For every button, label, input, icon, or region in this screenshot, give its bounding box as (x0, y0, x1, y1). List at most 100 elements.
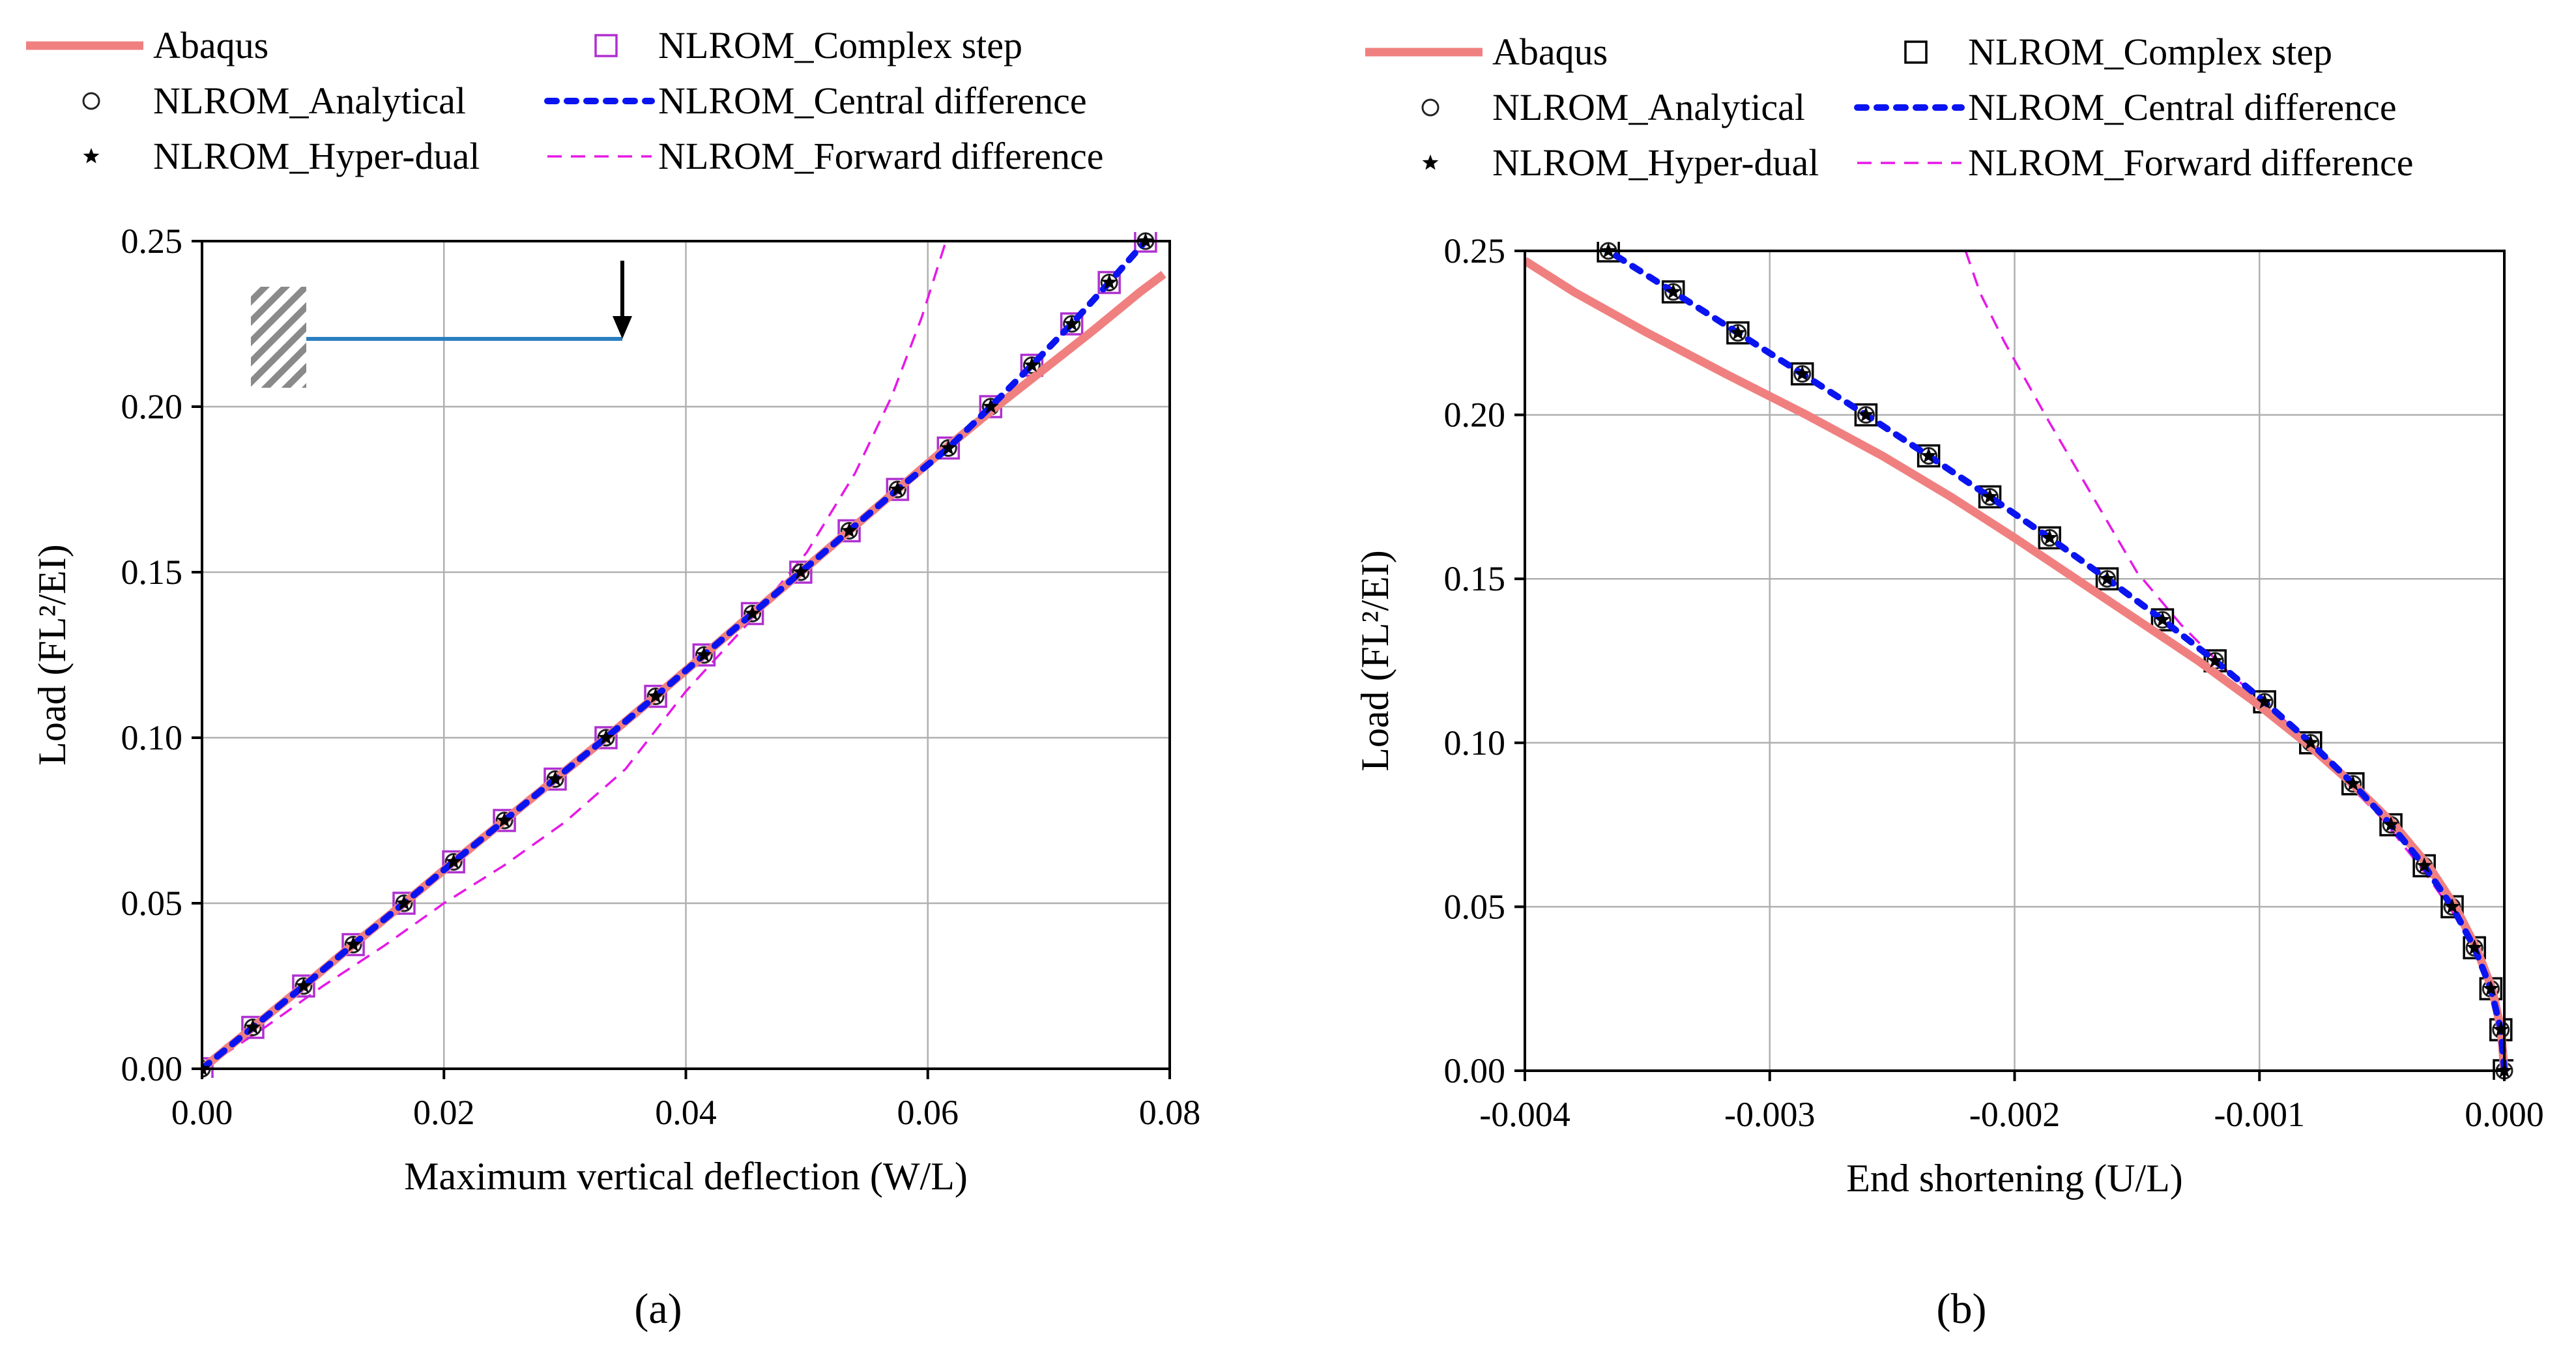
x-tick-label: -0.001 (2214, 1095, 2305, 1134)
hyper-dual-marker (396, 895, 412, 910)
complex-step-marker (2038, 526, 2061, 550)
legend-swatch-complex-step (594, 34, 618, 57)
hyper-dual-marker (1920, 447, 1937, 463)
complex-step-marker (2150, 608, 2175, 631)
y-tick-label: 0.10 (121, 718, 183, 757)
panel-letter: (a) (634, 1285, 682, 1333)
y-axis-label: Load (FL²/EI) (1353, 550, 1397, 772)
x-axis-label: End shortening (U/L) (1846, 1157, 2183, 1200)
hyper-dual-marker (345, 936, 362, 951)
hyper-dual-marker (295, 978, 312, 993)
hyper-dual-marker (2041, 529, 2058, 545)
legend-swatch-complex-step (1904, 40, 1928, 64)
y-axis-label: Load (FL²/EI) (31, 544, 74, 766)
complex-step-marker (392, 892, 416, 915)
hyper-dual-marker (841, 522, 858, 538)
complex-step-marker (2095, 567, 2119, 590)
complex-step-marker (1661, 280, 1685, 304)
complex-step-marker (594, 726, 618, 749)
forward-difference-line (202, 240, 948, 1070)
hyper-dual-marker (1982, 488, 1998, 504)
complex-step-marker (341, 933, 365, 957)
x-tick-label: 0.06 (897, 1093, 959, 1132)
x-tick-label: 0.000 (2465, 1095, 2544, 1134)
hyper-dual-marker (1665, 283, 1682, 299)
hyper-dual-marker (1858, 406, 1874, 422)
hyper-dual-marker (792, 564, 809, 579)
hyper-dual-marker (598, 729, 615, 745)
legend-label-hyper-dual: NLROM_Hyper-dual (1492, 141, 1819, 184)
complex-step-marker (692, 643, 716, 667)
central-difference-line (1605, 248, 2508, 1074)
hyper-dual-marker (940, 439, 957, 455)
x-tick-label: -0.003 (1724, 1095, 1815, 1134)
complex-step-marker (1978, 485, 2002, 509)
complex-step-marker (493, 809, 516, 832)
hyper-dual-marker (2256, 693, 2273, 709)
x-axis-label: Maximum vertical deflection (W/L) (404, 1155, 968, 1198)
hyper-dual-marker (2382, 816, 2399, 832)
cantilever-inset (251, 261, 632, 388)
y-tick-label: 0.10 (1444, 723, 1506, 762)
panel-a: 0.00 0.02 0.04 0.06 0.08 0.00 0.05 0.10 0.15 0.20… (26, 24, 1200, 1333)
hyper-dual-marker (890, 481, 906, 497)
y-tick-label: 0.05 (1444, 887, 1506, 926)
complex-step-marker (789, 560, 813, 584)
complex-step-marker (644, 684, 667, 708)
plot-data (202, 232, 1166, 1078)
complex-step-marker (1854, 403, 1878, 427)
legend-label-analytical: NLROM_Analytical (1492, 86, 1805, 128)
x-tick-label: 0.08 (1139, 1093, 1201, 1132)
legend-label-forward-difference: NLROM_Forward difference (1968, 141, 2413, 184)
hyper-dual-marker (2207, 652, 2223, 668)
hyper-dual-marker (445, 853, 462, 869)
hyper-dual-marker (1794, 365, 1811, 381)
legend-label-hyper-dual: NLROM_Hyper-dual (153, 135, 480, 177)
y-tick-label: 0.25 (1444, 231, 1506, 270)
hyper-dual-marker (2302, 734, 2319, 750)
complex-step-marker (740, 602, 764, 626)
hyper-dual-marker (2416, 857, 2433, 873)
legend-label-abaqus: Abaqus (1492, 31, 1608, 73)
hyper-dual-marker (1729, 324, 1746, 340)
legend-label-forward-difference: NLROM_Forward difference (658, 135, 1103, 177)
complex-step-marker (1060, 312, 1084, 336)
panel-letter: (b) (1937, 1285, 1987, 1333)
y-tick-label: 0.15 (1444, 559, 1506, 598)
hyper-dual-marker (2466, 939, 2483, 955)
legend: Abaqus NLROM_Analytical NLROM_Hyper-dual NL… (26, 24, 1103, 177)
y-tick-label: 0.25 (121, 222, 183, 261)
hyper-dual-marker (2154, 611, 2171, 627)
legend-swatch-analytical (1421, 98, 1440, 117)
x-tick-label: 0.00 (171, 1093, 233, 1132)
hyper-dual-marker (1024, 356, 1040, 372)
complex-step-marker (936, 436, 961, 460)
legend-label-complex-step: NLROM_Complex step (1968, 31, 2332, 73)
hyper-dual-marker (2444, 898, 2461, 914)
legend-label-abaqus: Abaqus (153, 24, 268, 66)
complex-step-marker (1917, 444, 1941, 468)
hyper-dual-marker (696, 646, 712, 662)
y-tick-label: 0.15 (121, 553, 183, 592)
hyper-dual-marker (2483, 980, 2499, 996)
y-tick-label: 0.00 (1444, 1051, 1506, 1090)
legend-label-central-difference: NLROM_Central difference (1968, 86, 2397, 128)
legend-swatch-hyper-dual (83, 148, 100, 164)
hyper-dual-marker (647, 688, 664, 703)
y-tick-label: 0.00 (121, 1049, 183, 1088)
hyper-dual-marker (2099, 570, 2115, 586)
hyper-dual-marker (547, 770, 564, 786)
legend-label-analytical: NLROM_Analytical (153, 80, 466, 122)
legend-label-complex-step: NLROM_Complex step (658, 24, 1022, 66)
complex-step-marker (442, 850, 465, 874)
y-tick-label: 0.05 (121, 884, 183, 923)
load-arrow-head-icon (613, 316, 632, 339)
x-tick-label: -0.004 (1479, 1095, 1570, 1134)
fixed-support-hatch (251, 287, 306, 388)
legend-label-central-difference: NLROM_Central difference (658, 80, 1087, 122)
complex-step-marker (1097, 270, 1121, 295)
hyper-dual-marker (744, 605, 760, 620)
forward-difference-line (1964, 250, 2506, 1071)
legend: Abaqus NLROM_Analytical NLROM_Hyper-dual NL… (1365, 31, 2413, 184)
